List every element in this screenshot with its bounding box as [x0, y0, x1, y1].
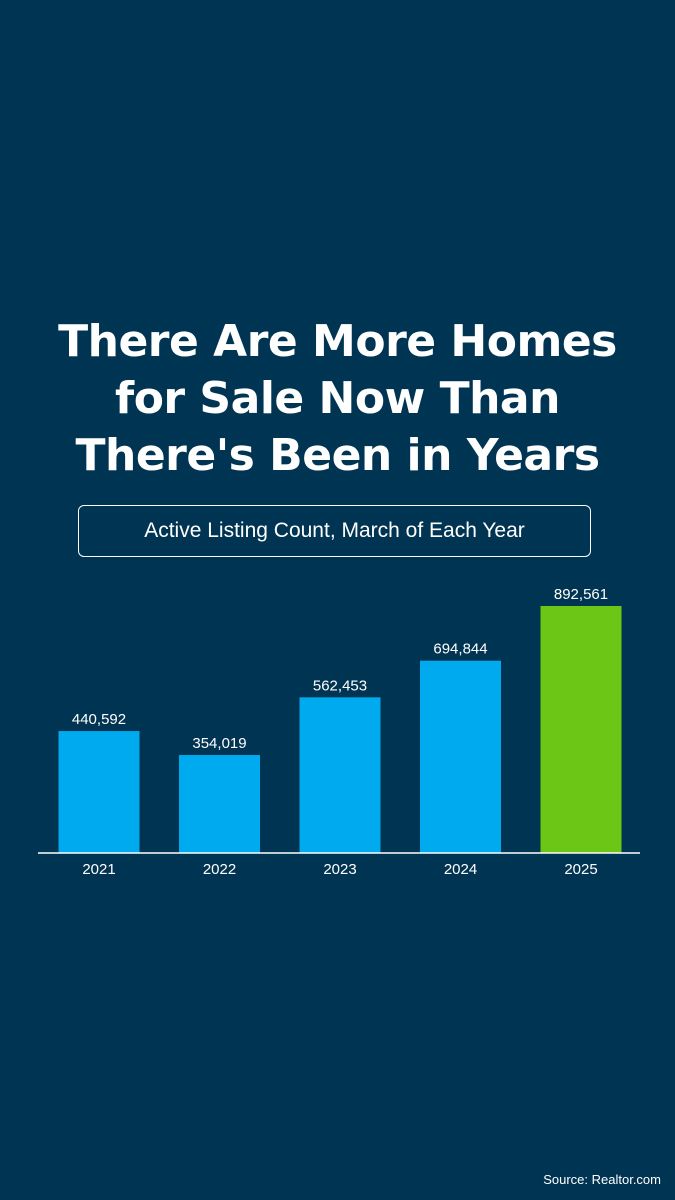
x-tick-label-2024: 2024	[444, 861, 477, 878]
headline-line-3: There's Been in Years	[75, 430, 600, 481]
x-tick-label-2021: 2021	[82, 861, 115, 878]
headline-line-2: for Sale Now Than	[115, 373, 560, 424]
x-tick-label-2025: 2025	[564, 861, 597, 878]
data-label-2023: 562,453	[313, 677, 367, 694]
headline: There Are More Homes for Sale Now Than T…	[0, 313, 675, 484]
x-tick-label-2022: 2022	[203, 861, 236, 878]
data-label-2024: 694,844	[433, 641, 487, 658]
headline-line-1: There Are More Homes	[58, 316, 617, 367]
data-label-2025: 892,561	[554, 586, 608, 603]
data-label-2021: 440,592	[72, 711, 126, 728]
bar-2025	[540, 606, 622, 853]
chart-subtitle: Active Listing Count, March of Each Year	[144, 519, 525, 542]
chart-subtitle-box: Active Listing Count, March of Each Year	[78, 505, 591, 557]
bar-2023	[299, 697, 381, 853]
bar-2021	[58, 731, 140, 853]
source-credit: Source: Realtor.com	[543, 1172, 661, 1187]
data-label-2022: 354,019	[192, 735, 246, 752]
bar-2022	[179, 755, 260, 853]
x-tick-label-2023: 2023	[323, 861, 356, 878]
bar-2024	[420, 660, 501, 853]
